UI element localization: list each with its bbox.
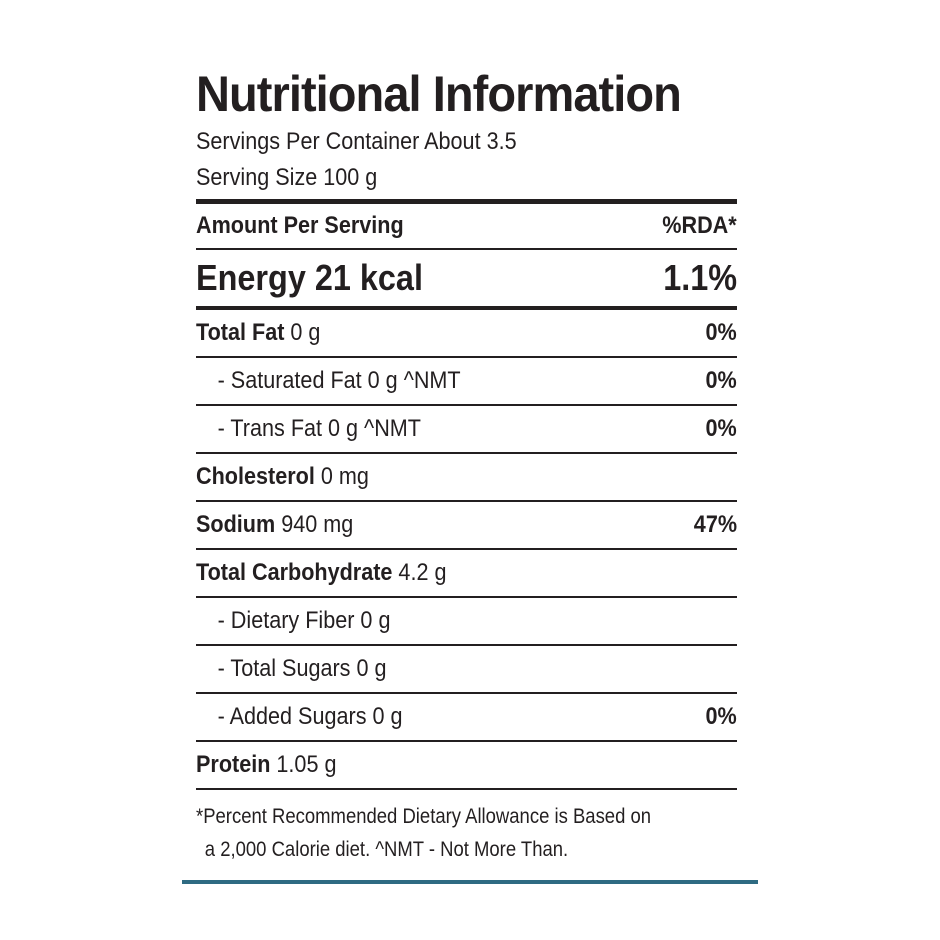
nutrient-row-added-sugars: - Added Sugars 0 g 0% bbox=[196, 694, 737, 742]
nutrient-name: - Dietary Fiber bbox=[217, 607, 355, 634]
nutrient-amount: 0 g bbox=[354, 607, 391, 634]
nutrient-name: Sodium bbox=[196, 511, 276, 538]
servings-per-container: Servings Per Container About 3.5 bbox=[196, 128, 517, 155]
amount-per-serving-label: Amount Per Serving bbox=[196, 212, 404, 239]
nutrient-amount: 940 mg bbox=[275, 511, 354, 538]
bottom-accent-divider bbox=[182, 880, 758, 884]
serving-size: Serving Size 100 g bbox=[196, 164, 378, 191]
nutrient-rda: 0% bbox=[705, 703, 737, 730]
energy-rda: 1.1% bbox=[663, 257, 737, 298]
energy-label: Energy 21 kcal bbox=[196, 257, 423, 298]
nutrient-rda: 0% bbox=[705, 319, 737, 346]
nutrient-name: Total Fat bbox=[196, 319, 285, 346]
nutrient-amount: 4.2 g bbox=[392, 559, 447, 586]
nutrient-name: - Trans Fat bbox=[217, 415, 323, 442]
nutrient-name: Total Carbohydrate bbox=[196, 559, 393, 586]
nutrient-name: - Saturated Fat bbox=[217, 367, 362, 394]
top-thick-divider bbox=[196, 199, 737, 204]
nutrient-amount: 0 g ^NMT bbox=[361, 367, 461, 394]
nutrient-rda: 0% bbox=[705, 367, 737, 394]
nutrient-amount: 1.05 g bbox=[270, 751, 337, 778]
nutrient-amount: 0 g bbox=[366, 703, 403, 730]
nutrition-label: Nutritional Information Servings Per Con… bbox=[196, 64, 737, 866]
nutrient-row-saturated-fat: - Saturated Fat 0 g ^NMT 0% bbox=[196, 358, 737, 406]
nutrient-row-dietary-fiber: - Dietary Fiber 0 g bbox=[196, 598, 737, 646]
nutrient-amount: 0 g bbox=[284, 319, 321, 346]
nutrient-name: - Added Sugars bbox=[217, 703, 367, 730]
rda-column-label: %RDA* bbox=[662, 212, 737, 239]
nutrient-amount: 0 g ^NMT bbox=[322, 415, 421, 442]
nutrient-row-total-sugars: - Total Sugars 0 g bbox=[196, 646, 737, 694]
nutrient-amount: 0 mg bbox=[314, 463, 369, 490]
nutrient-row-total-carbohydrate: Total Carbohydrate 4.2 g bbox=[196, 550, 737, 598]
footnote-line-1: *Percent Recommended Dietary Allowance i… bbox=[196, 805, 652, 828]
footnote-line-2: a 2,000 Calorie diet. ^NMT - Not More Th… bbox=[204, 838, 569, 861]
nutrient-name: - Total Sugars bbox=[217, 655, 351, 682]
nutrient-name: Cholesterol bbox=[196, 463, 315, 490]
nutrient-row-trans-fat: - Trans Fat 0 g ^NMT 0% bbox=[196, 406, 737, 454]
nutrient-row-total-fat: Total Fat 0 g 0% bbox=[196, 310, 737, 358]
header-row: Amount Per Serving %RDA* bbox=[196, 204, 737, 250]
energy-row: Energy 21 kcal 1.1% bbox=[196, 250, 737, 310]
nutrient-rda: 0% bbox=[705, 415, 737, 442]
nutrient-amount: 0 g bbox=[350, 655, 387, 682]
nutrient-row-sodium: Sodium 940 mg 47% bbox=[196, 502, 737, 550]
nutrient-rda: 47% bbox=[693, 511, 737, 538]
nutrient-row-cholesterol: Cholesterol 0 mg bbox=[196, 454, 737, 502]
label-title: Nutritional Information bbox=[196, 66, 682, 122]
nutrient-name: Protein bbox=[196, 751, 271, 778]
nutrient-row-protein: Protein 1.05 g bbox=[196, 742, 737, 790]
footnote: *Percent Recommended Dietary Allowance i… bbox=[196, 800, 672, 866]
